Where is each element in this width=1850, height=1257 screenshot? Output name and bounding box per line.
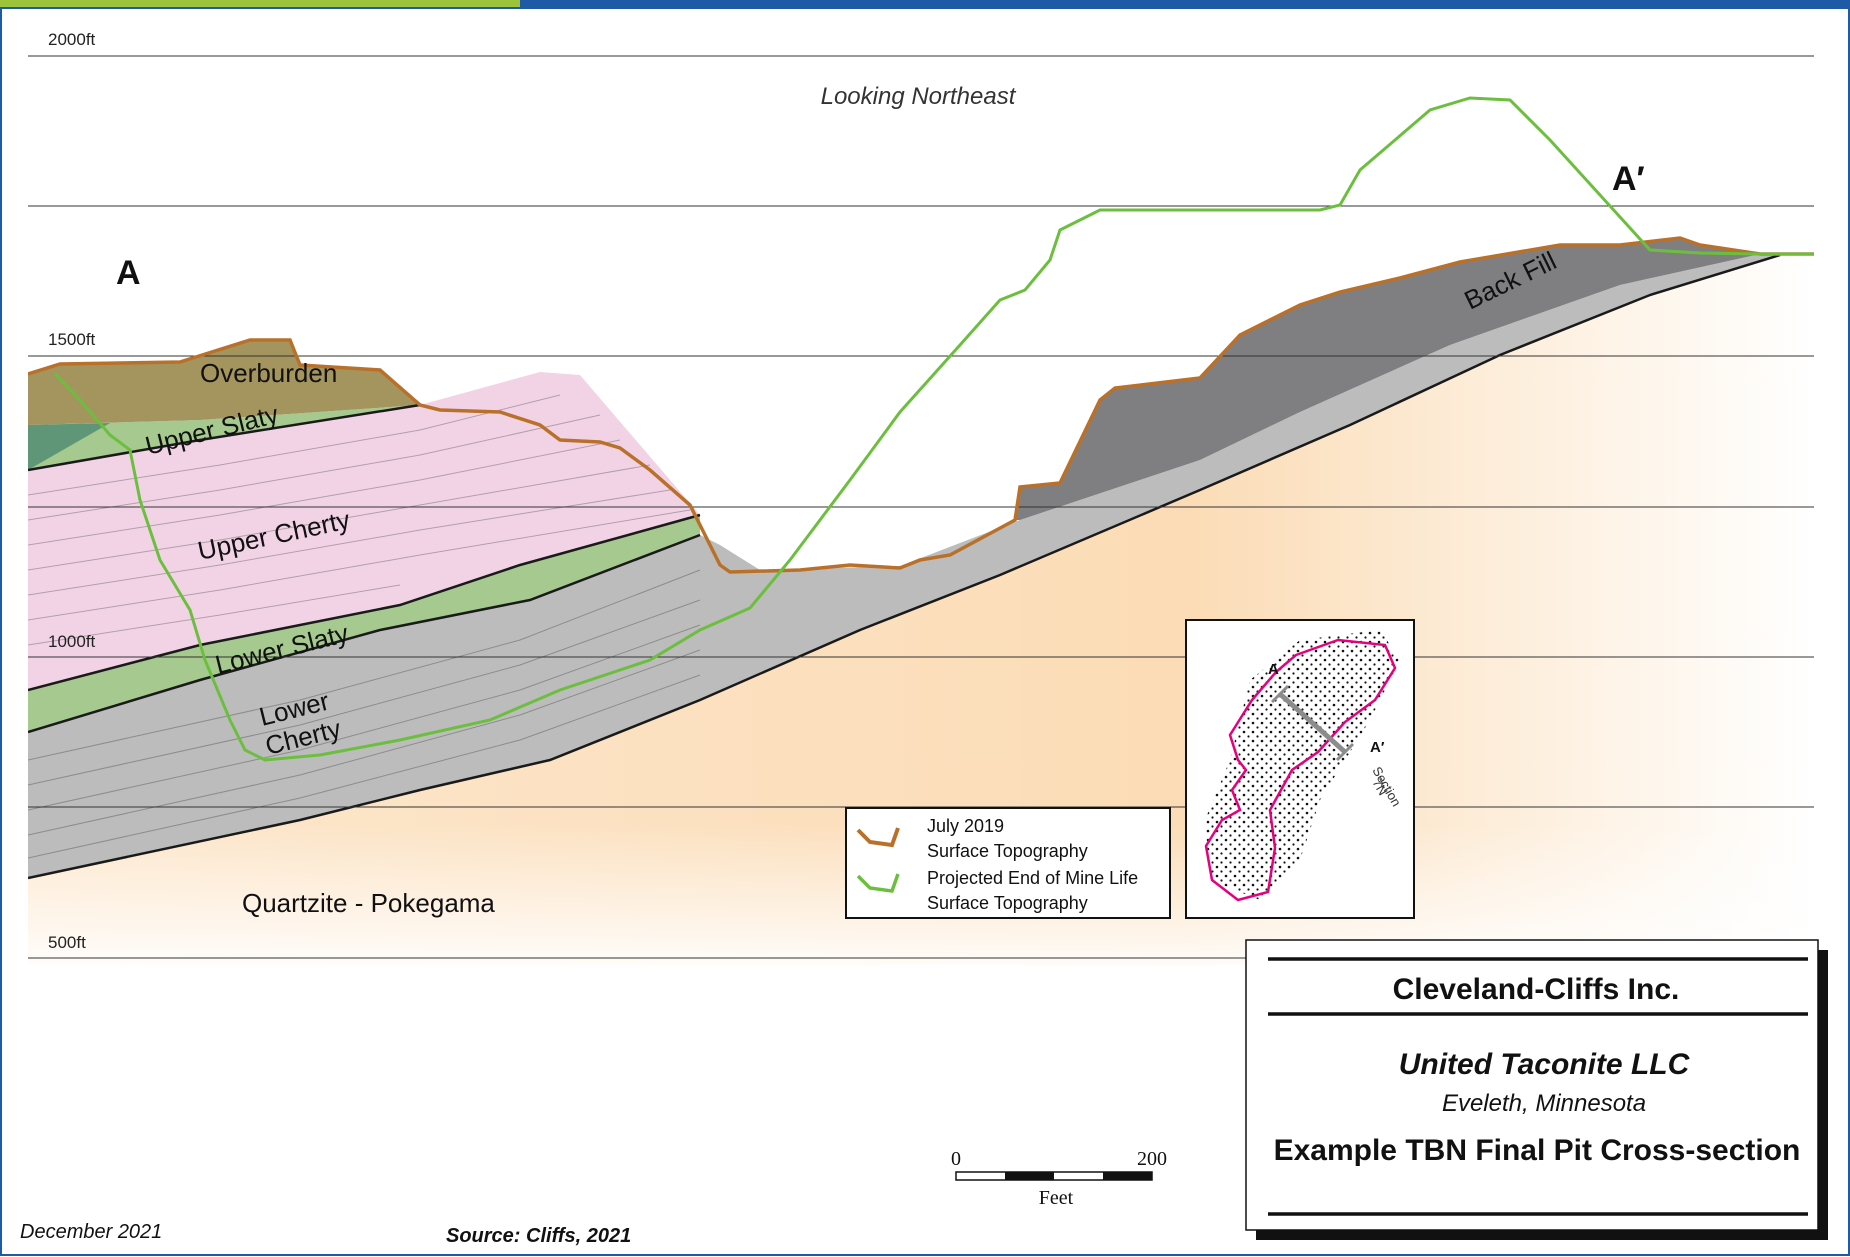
lower-slaty-unit: [28, 515, 700, 732]
scale-bar-max-label: 200: [1137, 1148, 1167, 1170]
header-bar-blue: [520, 0, 1850, 8]
elevation-label-1500: 1500ft: [48, 330, 96, 349]
legend-label-2019-line1: July 2019: [927, 816, 1004, 836]
scale-bar-min-label: 0: [951, 1148, 961, 1170]
elevation-label-500: 500ft: [48, 933, 86, 952]
view-direction-label: Looking Northeast: [821, 83, 1017, 110]
header-bar-green: [0, 0, 520, 8]
legend-swatch-2019: [856, 827, 900, 848]
title-block-location: Eveleth, Minnesota: [1442, 1090, 1646, 1117]
title-block-company: Cleveland-Cliffs Inc.: [1393, 973, 1680, 1006]
elevation-label-1000: 1000ft: [48, 632, 96, 651]
upper-slaty-unit: [28, 405, 420, 470]
footer-date: December 2021: [20, 1221, 162, 1243]
legend-label-2019-line2: Surface Topography: [927, 841, 1088, 861]
elevation-label-2000: 2000ft: [48, 30, 96, 49]
inset-map-label-a: A: [1268, 661, 1279, 678]
title-block-title: Example TBN Final Pit Cross-section: [1274, 1134, 1801, 1167]
upper-cherty-unit: [28, 372, 700, 690]
inset-map-section-label-2: 7N: [1369, 776, 1390, 798]
legend-label-end-of-life-line2: Surface Topography: [927, 893, 1088, 913]
legend-swatch-end-of-life: [856, 873, 900, 893]
topography-end-of-life-line: [53, 96, 1814, 762]
overburden-unit: [28, 340, 420, 425]
inset-map-section-tick-a: [1270, 684, 1290, 704]
title-block-subsidiary: United Taconite LLC: [1399, 1048, 1691, 1081]
contact-lines: [28, 253, 1781, 880]
section-start-label: A: [116, 254, 141, 292]
upper-slaty-dark: [28, 423, 110, 470]
inset-map-section-tick-b: [1335, 742, 1355, 762]
topography-2019-line: [28, 236, 1814, 574]
scale-bar-unit-label: Feet: [1039, 1187, 1074, 1209]
inset-map: A A′ Section 7N: [1185, 619, 1415, 919]
scale-bar: 0 200 Feet: [951, 1148, 1167, 1209]
section-end-label: A′: [1612, 160, 1645, 198]
lower-cherty-bedding: [28, 569, 701, 859]
scale-bar-segment-2: [1103, 1172, 1152, 1180]
legend: July 2019 Surface Topography Projected E…: [845, 807, 1171, 919]
inset-map-section-line: [1278, 692, 1347, 754]
inset-map-pit-outline: [1204, 638, 1397, 902]
footer-source: Source: Cliffs, 2021: [446, 1225, 631, 1247]
legend-label-end-of-life-line1: Projected End of Mine Life: [927, 868, 1138, 888]
figure-border: [0, 7, 1850, 1256]
unit-label-quartzite: Quartzite - Pokegama: [242, 888, 495, 918]
backfill-unit: [1015, 238, 1760, 520]
title-block: Cleveland-Cliffs Inc. United Taconite LL…: [1245, 939, 1828, 1240]
legend-box: [845, 807, 1171, 919]
inset-map-label-a-prime: A′: [1370, 739, 1385, 756]
scale-bar-segment-1: [1005, 1172, 1054, 1180]
unit-label-overburden: Overburden: [200, 358, 337, 388]
title-block-box: [1245, 939, 1819, 1231]
